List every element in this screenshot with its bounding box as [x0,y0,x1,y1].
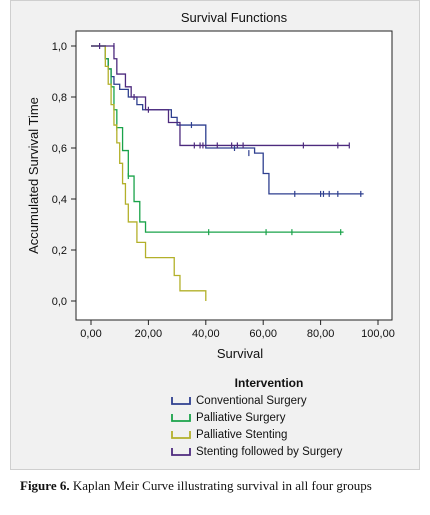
x-axis-label: Survival [217,346,263,361]
y-axis-label: Accumulated Survival Time [26,97,41,254]
legend-label: Palliative Surgery [196,412,286,424]
series-line-3 [91,45,207,301]
legend-swatch [171,397,191,405]
legend-label: Stenting followed by Surgery [196,446,343,458]
y-tick-label: 0,8 [52,92,67,104]
y-tick-label: 1,0 [52,41,67,53]
y-tick-label: 0,2 [52,245,67,257]
x-tick-label: 60,00 [249,328,277,340]
legend-title: Intervention [235,376,304,390]
x-tick-label: 40,00 [192,328,220,340]
caption-label: Figure 6. [20,478,70,493]
legend-swatch [171,448,191,456]
chart-title: Survival Functions [181,10,288,25]
legend-label: Conventional Surgery [196,395,307,407]
y-tick-label: 0,4 [52,194,67,206]
x-tick-label: 20,00 [135,328,163,340]
figure-caption: Figure 6. Kaplan Meir Curve illustrating… [20,478,420,494]
legend-label: Palliative Stenting [196,429,287,441]
legend-swatch [171,414,191,422]
x-tick-label: 80,00 [307,328,335,340]
caption-text: Kaplan Meir Curve illustrating survival … [69,478,372,493]
x-tick-label: 100,00 [361,328,395,340]
y-tick-label: 0,6 [52,143,67,155]
y-tick-label: 0,0 [52,296,67,308]
legend-swatch [171,431,191,439]
x-tick-label: 0,00 [80,328,101,340]
series-line-4 [91,45,350,147]
